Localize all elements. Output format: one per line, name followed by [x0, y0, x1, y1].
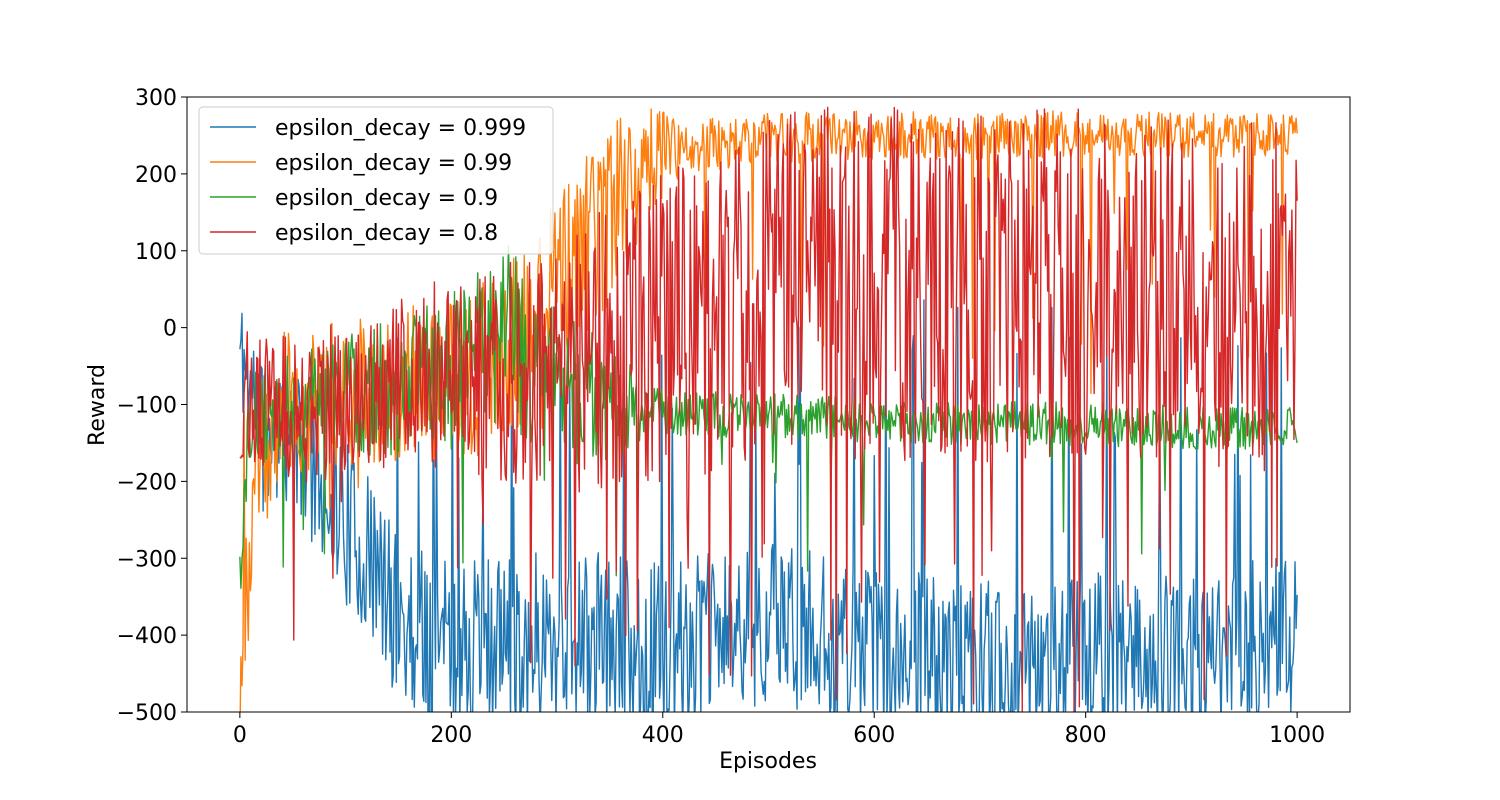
legend-label-1: epsilon_decay = 0.99: [275, 151, 512, 176]
y-tick-label: −400: [117, 624, 177, 649]
x-tick-label: 1000: [1269, 723, 1325, 748]
x-tick-label: 600: [853, 723, 895, 748]
legend: epsilon_decay = 0.999 epsilon_decay = 0.9…: [198, 106, 554, 255]
series-line-0: [239, 299, 1298, 712]
y-tick-label: −100: [117, 394, 177, 419]
x-tick-label: 200: [430, 723, 472, 748]
x-tick-label: 0: [233, 723, 247, 748]
y-tick-label: 0: [163, 317, 177, 342]
y-tick-label: 200: [135, 163, 177, 188]
y-tick-label: 100: [135, 240, 177, 265]
legend-box: [198, 106, 554, 255]
y-axis: −500 −400 −300 −200 −100 0 100 200 300: [117, 86, 187, 726]
y-tick-label: −500: [117, 701, 177, 726]
y-tick-label: −200: [117, 470, 177, 495]
legend-label-3: epsilon_decay = 0.8: [275, 221, 498, 246]
series-line-3: [239, 106, 1298, 712]
x-tick-label: 800: [1065, 723, 1107, 748]
x-axis: 0 200 400 600 800 1000: [233, 712, 1325, 748]
y-tick-label: 300: [135, 86, 177, 111]
x-axis-label: Episodes: [719, 749, 817, 774]
y-axis-label: Reward: [85, 364, 110, 446]
legend-label-2: epsilon_decay = 0.9: [275, 186, 498, 211]
legend-label-0: epsilon_decay = 0.999: [275, 116, 526, 141]
x-tick-label: 400: [642, 723, 684, 748]
y-tick-label: −300: [117, 547, 177, 572]
series-layer: [239, 106, 1298, 712]
